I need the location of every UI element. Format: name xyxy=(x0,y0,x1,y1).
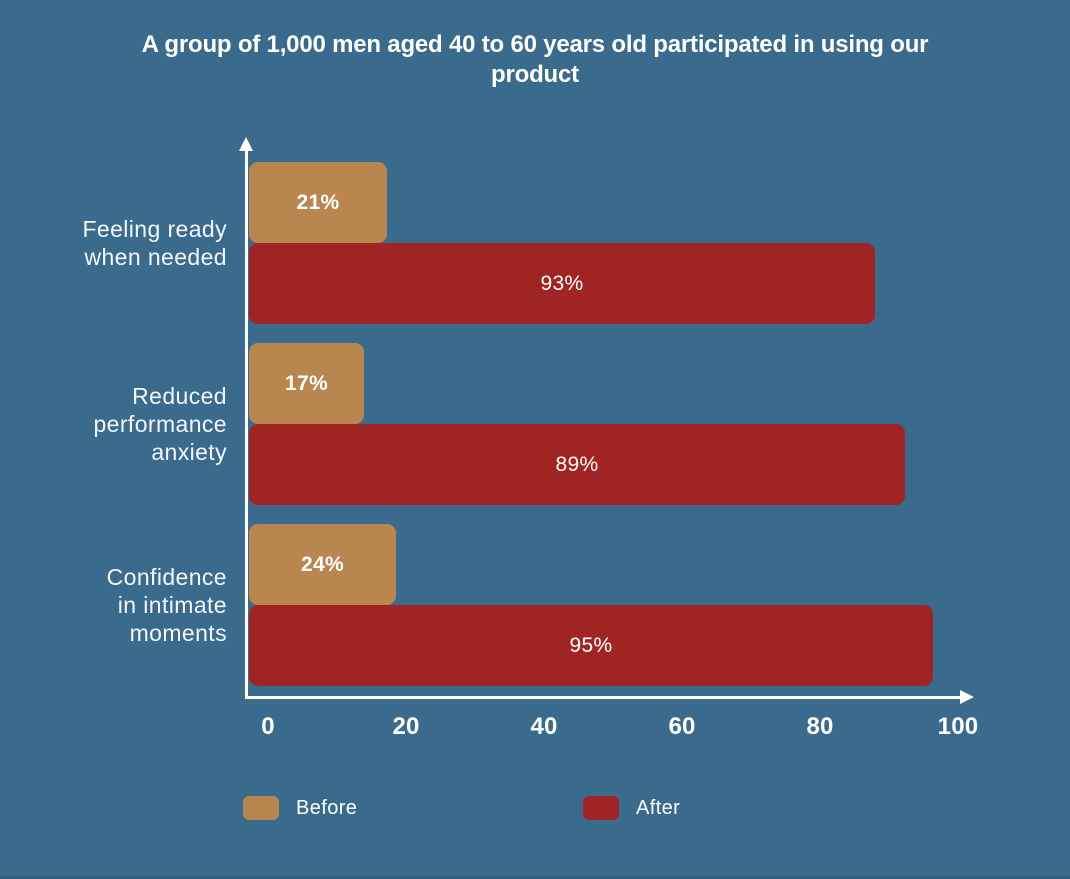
x-tick-label: 20 xyxy=(392,713,420,740)
legend-item-after: After xyxy=(583,796,680,820)
bar-value-label: 95% xyxy=(569,633,613,657)
bar-after: 89% xyxy=(249,424,905,505)
bar-after: 93% xyxy=(249,243,875,324)
legend-swatch-before xyxy=(243,796,279,820)
category-label: Reduced performance anxiety xyxy=(93,383,227,465)
y-axis-arrow-icon xyxy=(239,137,253,151)
category-label: Feeling ready when needed xyxy=(82,216,227,270)
bar-value-label: 24% xyxy=(301,552,344,576)
x-tick-label: 100 xyxy=(937,713,979,740)
legend-label: Before xyxy=(296,796,358,819)
legend-swatch-after xyxy=(583,796,619,820)
chart-group: Feeling ready when needed 21% 93% xyxy=(0,162,1070,324)
x-axis-line xyxy=(245,696,960,699)
bar-chart-plot-area: Feeling ready when needed 21% 93% Reduced p… xyxy=(0,162,1070,705)
chart-group: Confidence in intimate moments 24% 95% xyxy=(0,524,1070,686)
y-axis-line xyxy=(245,150,248,699)
chart-group: Reduced performance anxiety 17% 89% xyxy=(0,343,1070,505)
bottom-edge-divider xyxy=(0,876,1070,879)
x-tick-label: 80 xyxy=(806,713,834,740)
chart-title: A group of 1,000 men aged 40 to 60 years… xyxy=(141,31,929,88)
x-tick-label: 40 xyxy=(530,713,558,740)
category-label: Confidence in intimate moments xyxy=(106,564,227,646)
legend-item-before: Before xyxy=(243,796,357,820)
bar-pair: 17% 89% xyxy=(249,343,1070,505)
bar-before: 17% xyxy=(249,343,364,424)
bar-value-label: 93% xyxy=(540,271,584,295)
x-axis-arrow-icon xyxy=(960,690,974,704)
bar-value-label: 17% xyxy=(285,371,328,395)
legend-label: After xyxy=(636,796,681,819)
bar-after: 95% xyxy=(249,605,933,686)
bar-value-label: 89% xyxy=(555,452,599,476)
bar-pair: 21% 93% xyxy=(249,162,1070,324)
x-tick-label: 0 xyxy=(261,713,275,740)
x-axis-tick-labels: 0 20 40 60 80 100 xyxy=(0,714,1070,744)
bar-value-label: 21% xyxy=(296,190,340,214)
x-tick-label: 60 xyxy=(668,713,696,740)
chart-legend: Before After xyxy=(0,796,1070,826)
bar-before: 21% xyxy=(249,162,387,243)
bar-before: 24% xyxy=(249,524,396,605)
bar-pair: 24% 95% xyxy=(249,524,1070,686)
